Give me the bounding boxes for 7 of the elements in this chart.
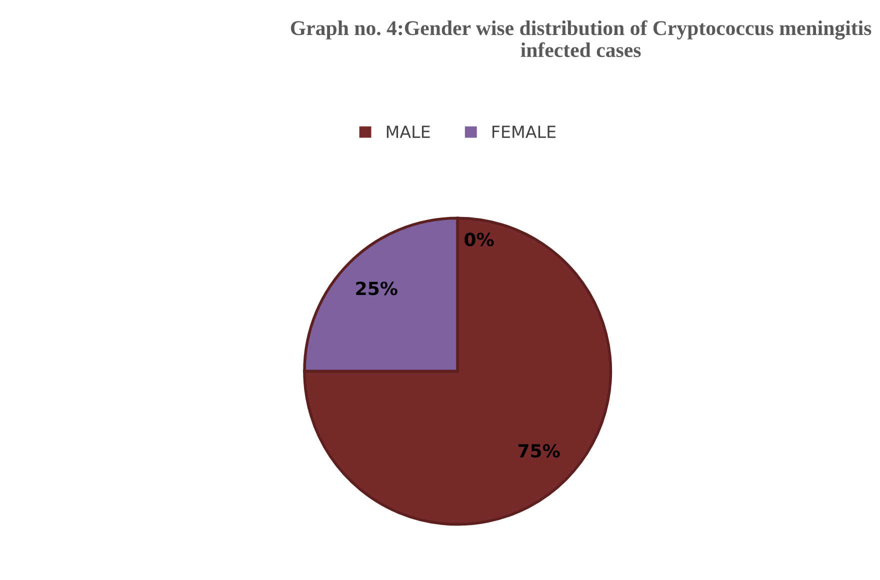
data-label: 25% [356, 282, 398, 296]
legend-label: MALE [386, 126, 430, 138]
pie-slice [303, 216, 612, 526]
legend-label: FEMALE [492, 126, 556, 138]
text: 0% [464, 232, 494, 246]
data-label: 75% [518, 444, 560, 458]
chart-title: Graph no. 4:Gender wise distribution of Cryptococcus meningitis infected cases [290, 20, 872, 58]
